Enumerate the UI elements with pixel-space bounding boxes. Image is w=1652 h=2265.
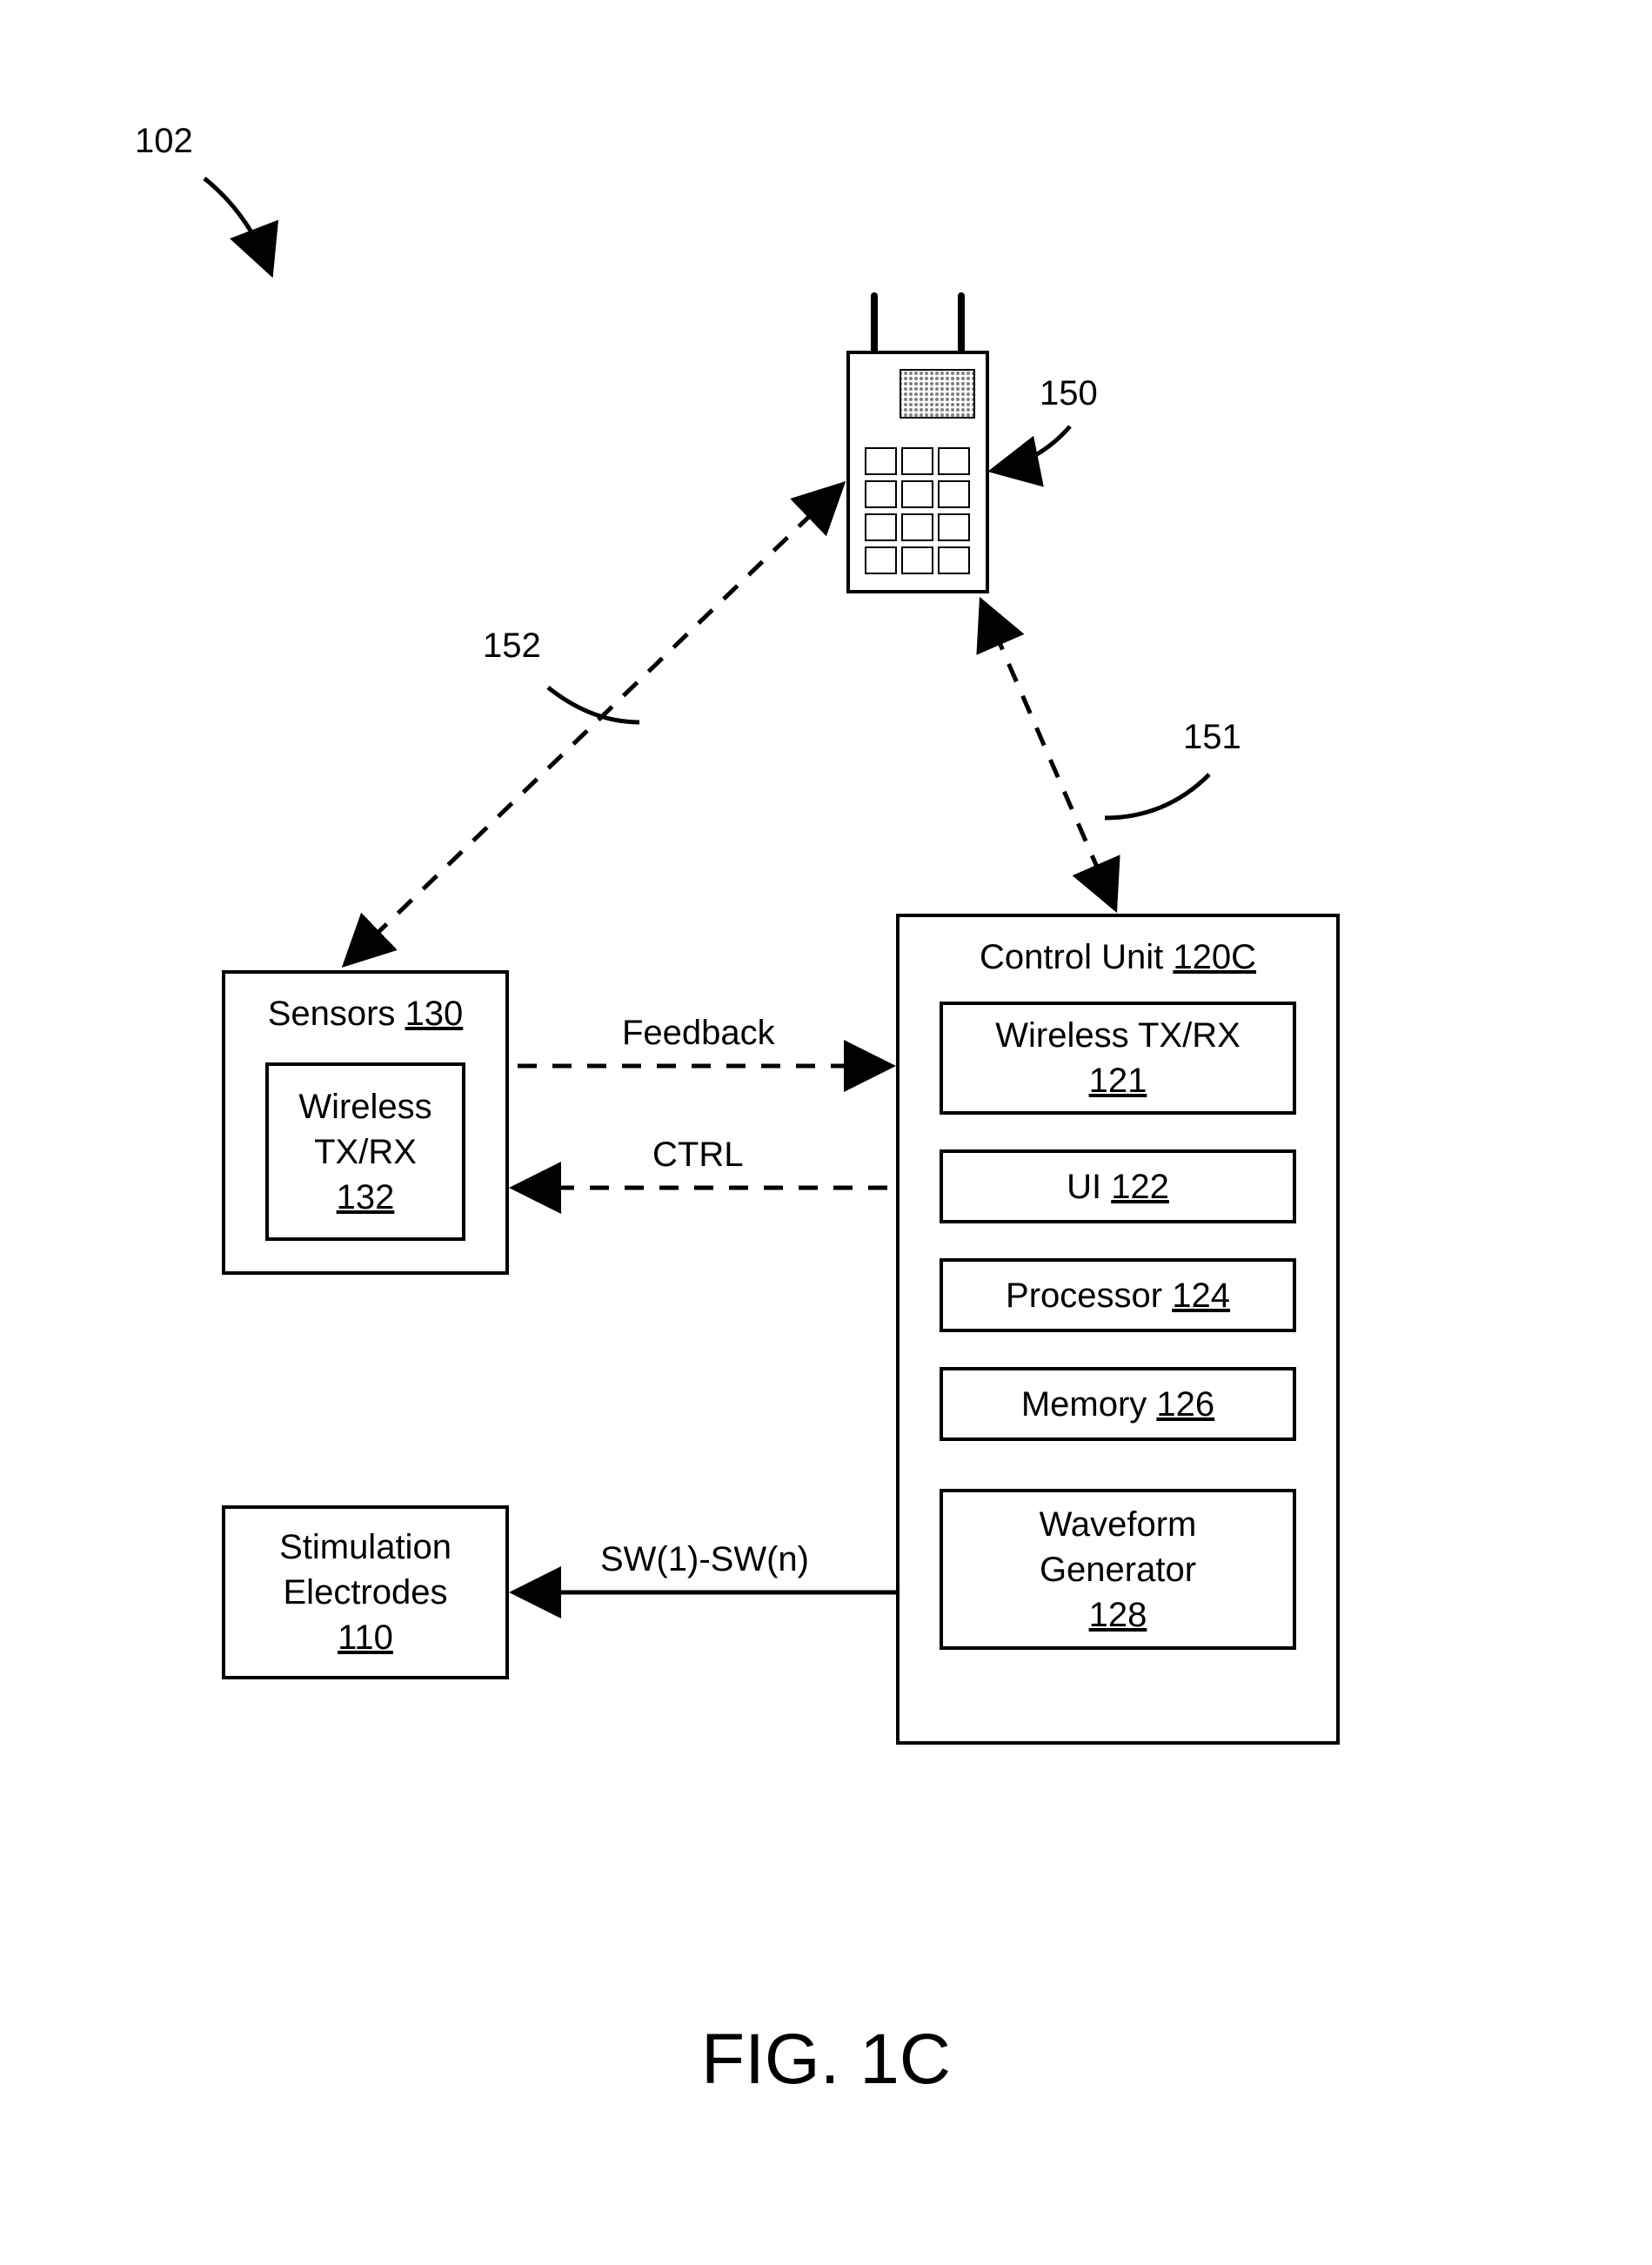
waveform-line2: Generator [1040, 1551, 1196, 1589]
stim-electrodes-block: Stimulation Electrodes 110 [222, 1505, 509, 1679]
sensors-wireless-line1: Wireless [298, 1088, 431, 1126]
waveform-block: Waveform Generator 128 [940, 1489, 1296, 1650]
sensors-wireless-block: Wireless TX/RX 132 [265, 1062, 465, 1241]
wireless-txrx-num: 121 [1089, 1062, 1147, 1100]
link-151 [983, 605, 1114, 905]
sensors-block: Sensors 130 Wireless TX/RX 132 [222, 970, 509, 1275]
ref-152-label: 152 [483, 627, 541, 666]
ref-102-arrow [204, 178, 270, 270]
control-unit-title-text: Control Unit [980, 938, 1163, 976]
link-152 [348, 487, 839, 962]
processor-block: Processor 124 [940, 1258, 1296, 1332]
ui-title: UI [1067, 1168, 1101, 1206]
sensors-title: Sensors 130 [268, 991, 464, 1036]
stim-num: 110 [338, 1618, 393, 1657]
ref-150-arrow [996, 426, 1070, 470]
diagram-container: 102 150 151 152 Sensors 130 Wireless TX/… [0, 0, 1652, 2265]
ref-102-label: 102 [135, 122, 193, 161]
memory-text: Memory 126 [1021, 1382, 1214, 1427]
ref-150-label: 150 [1040, 374, 1098, 413]
ui-block: UI 122 [940, 1149, 1296, 1223]
wireless-txrx-text: Wireless TX/RX 121 [995, 1013, 1241, 1103]
memory-num: 126 [1156, 1385, 1214, 1424]
memory-block: Memory 126 [940, 1367, 1296, 1441]
control-unit-block: Control Unit 120C Wireless TX/RX 121 UI … [896, 914, 1340, 1745]
ref-151-pointer [1105, 774, 1209, 818]
waveform-text: Waveform Generator 128 [1040, 1502, 1197, 1638]
processor-title: Processor [1006, 1277, 1162, 1315]
waveform-num: 128 [1089, 1596, 1147, 1634]
waveform-line1: Waveform [1040, 1505, 1197, 1544]
ui-text: UI 122 [1067, 1164, 1169, 1210]
processor-text: Processor 124 [1006, 1273, 1230, 1318]
sensors-wireless-line2: TX/RX [314, 1133, 417, 1171]
figure-title: FIG. 1C [701, 2019, 951, 2101]
ui-num: 122 [1111, 1168, 1169, 1206]
processor-num: 124 [1172, 1277, 1230, 1315]
sw-label: SW(1)-SW(n) [600, 1540, 809, 1579]
ctrl-label: CTRL [652, 1136, 743, 1175]
stim-line2: Electrodes [284, 1573, 448, 1612]
ref-151-label: 151 [1183, 718, 1241, 757]
sensors-wireless-text: Wireless TX/RX 132 [298, 1084, 431, 1220]
control-unit-title: Control Unit 120C [980, 935, 1256, 980]
control-unit-num: 120C [1173, 938, 1256, 976]
stim-line1: Stimulation [279, 1528, 451, 1566]
stim-text: Stimulation Electrodes 110 [279, 1525, 451, 1660]
feedback-label: Feedback [622, 1014, 775, 1053]
memory-title: Memory [1021, 1385, 1147, 1424]
sensors-title-text: Sensors [268, 995, 396, 1033]
device-icon [848, 296, 987, 592]
wireless-txrx-block: Wireless TX/RX 121 [940, 1002, 1296, 1115]
sensors-num: 130 [405, 995, 464, 1033]
wireless-txrx-title: Wireless TX/RX [995, 1016, 1241, 1055]
sensors-wireless-num: 132 [337, 1178, 395, 1216]
